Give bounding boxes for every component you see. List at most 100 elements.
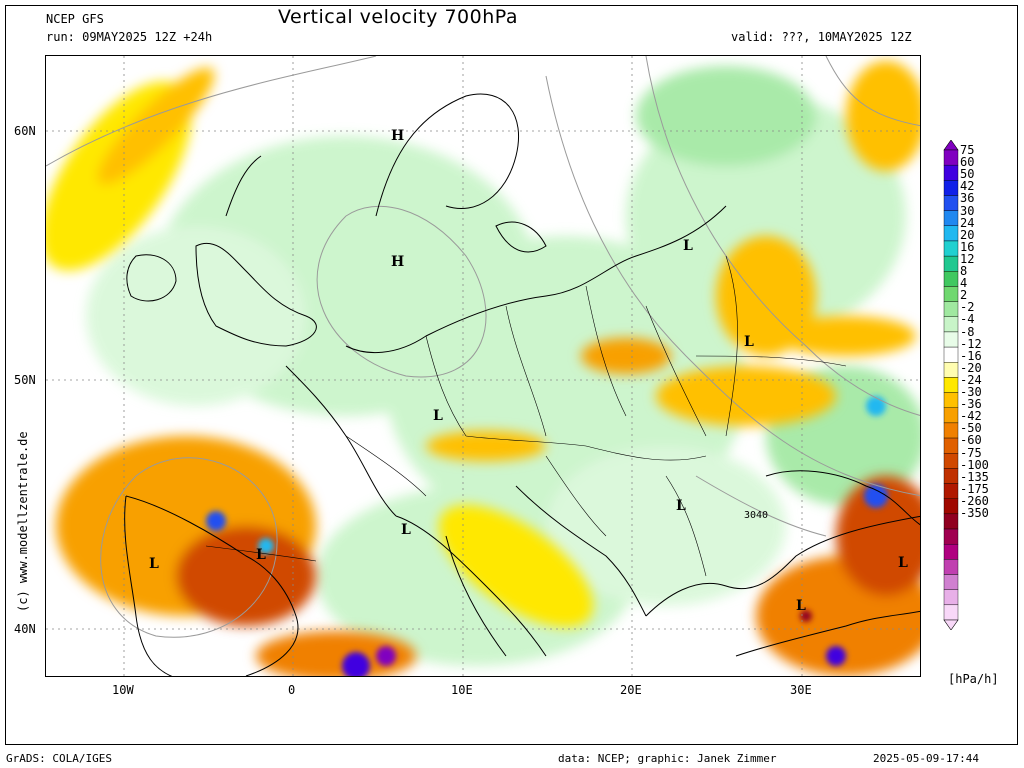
lat-label-60n: 60N bbox=[14, 124, 36, 138]
colorbar-swatch bbox=[943, 255, 959, 272]
watermark-text: (c) www.modellzentrale.de bbox=[16, 431, 30, 612]
colorbar-swatch bbox=[943, 346, 959, 363]
colorbar-level-label: -20 bbox=[960, 360, 982, 375]
contour-value-label: 3040 bbox=[744, 510, 768, 521]
pressure-center-label: L bbox=[898, 555, 908, 571]
colorbar-swatch bbox=[943, 195, 959, 211]
valid-time-label: valid: ???, 10MAY2025 12Z bbox=[731, 30, 912, 44]
lat-lon-grid bbox=[46, 56, 920, 676]
pressure-center-label: L bbox=[433, 408, 443, 424]
colorbar-level-label: -12 bbox=[960, 336, 982, 351]
colorbar-level-label: 36 bbox=[960, 191, 975, 206]
country-borders bbox=[205, 255, 847, 577]
colorbar-swatch bbox=[943, 286, 959, 302]
colorbar-swatch bbox=[943, 301, 959, 317]
colorbar-swatch bbox=[943, 362, 959, 378]
colorbar-swatch bbox=[943, 543, 959, 560]
colorbar-level-label: -260 bbox=[960, 493, 989, 508]
colorbar-swatch bbox=[943, 331, 959, 348]
colorbar-level-label: -4 bbox=[960, 312, 975, 327]
coastlines bbox=[124, 93, 920, 676]
colorbar-swatch bbox=[943, 574, 959, 590]
chart-title: Vertical velocity 700hPa bbox=[278, 6, 519, 28]
colorbar-level-label: -100 bbox=[960, 457, 989, 472]
footer-software: GrADS: COLA/IGES bbox=[6, 752, 112, 765]
colorbar-swatch bbox=[943, 437, 959, 454]
colorbar-swatch bbox=[943, 180, 959, 196]
lat-label-50n: 50N bbox=[14, 373, 36, 387]
colorbar-level-label: -175 bbox=[960, 481, 989, 496]
colorbar-level-label: 24 bbox=[960, 215, 975, 230]
colorbar-swatch bbox=[943, 604, 959, 621]
colorbar-swatch bbox=[943, 498, 959, 515]
colorbar-level-label: 75 bbox=[960, 143, 975, 157]
pressure-center-label: L bbox=[401, 522, 411, 538]
pressure-center-label: H bbox=[391, 128, 404, 144]
colorbar-level-label: 8 bbox=[960, 264, 968, 278]
lat-label-40n: 40N bbox=[14, 622, 36, 636]
colorbar-swatch bbox=[943, 513, 959, 530]
colorbar-level-label: -16 bbox=[960, 348, 982, 363]
colorbar-level-label: -8 bbox=[960, 324, 975, 339]
lon-label-0: 0 bbox=[288, 683, 296, 697]
colorbar-arrow-top bbox=[943, 140, 959, 151]
colorbar-swatch bbox=[943, 316, 959, 333]
lon-label-30e: 30E bbox=[790, 683, 812, 697]
lon-label-10w: 10W bbox=[112, 683, 134, 697]
colorbar-level-label: -350 bbox=[960, 506, 989, 520]
colorbar-level-label: 2 bbox=[960, 288, 968, 303]
colorbar-level-label: -50 bbox=[960, 421, 982, 436]
color-scale-bar bbox=[943, 140, 959, 630]
lon-label-20e: 20E bbox=[620, 683, 642, 697]
colorbar-level-label: -36 bbox=[960, 397, 982, 412]
colorbar-level-label: 30 bbox=[960, 203, 975, 218]
colorbar-swatch bbox=[943, 210, 959, 227]
lon-label-10e: 10E bbox=[451, 683, 473, 697]
colorbar-level-label: 4 bbox=[960, 276, 968, 291]
pressure-center-label: L bbox=[256, 547, 266, 563]
colorbar-swatch bbox=[943, 483, 959, 499]
colorbar-swatch bbox=[943, 240, 959, 257]
plot-frame bbox=[5, 5, 1018, 745]
colorbar-level-label: -24 bbox=[960, 372, 982, 387]
colorbar-level-label: 42 bbox=[960, 179, 975, 194]
weather-map[interactable]: H H L L L L L L L L L 3040 bbox=[45, 55, 921, 677]
geopotential-contours bbox=[46, 56, 920, 638]
colorbar-level-label: 16 bbox=[960, 239, 975, 254]
colorbar-swatch bbox=[943, 377, 959, 393]
colorbar-swatch bbox=[943, 407, 959, 424]
colorbar-swatch bbox=[943, 164, 959, 181]
pressure-center-label: H bbox=[391, 254, 404, 270]
colorbar-swatch bbox=[943, 392, 959, 408]
colorbar-swatch bbox=[943, 453, 959, 469]
colorbar-swatch bbox=[943, 559, 959, 575]
colorbar-swatch bbox=[943, 528, 959, 545]
pressure-center-label: L bbox=[744, 334, 754, 350]
colorbar-level-label: 50 bbox=[960, 167, 975, 182]
pressure-center-label: L bbox=[149, 556, 159, 572]
colorbar-level-label: -2 bbox=[960, 300, 975, 315]
colorbar-level-label: -60 bbox=[960, 433, 982, 448]
pressure-center-label: L bbox=[796, 598, 806, 614]
colorbar-level-label: 12 bbox=[960, 251, 975, 266]
colorbar-swatch bbox=[943, 468, 959, 484]
colorbar-level-label: -75 bbox=[960, 445, 982, 460]
colorbar-level-label: 20 bbox=[960, 227, 975, 242]
field-strong-cores bbox=[206, 396, 888, 676]
colorbar-swatch bbox=[943, 422, 959, 439]
colorbar-swatch bbox=[943, 149, 959, 166]
model-label: NCEP GFS bbox=[46, 12, 104, 26]
colorbar-arrow-bottom bbox=[943, 619, 959, 630]
colorbar-swatch bbox=[943, 589, 959, 606]
pressure-center-label: L bbox=[676, 498, 686, 514]
footer-timestamp: 2025-05-09-17:44 bbox=[873, 752, 979, 765]
unit-label: [hPa/h] bbox=[948, 672, 999, 686]
colorbar-level-label: -42 bbox=[960, 409, 982, 424]
colorbar-level-label: 60 bbox=[960, 155, 975, 170]
pressure-center-label: L bbox=[683, 238, 693, 254]
colorbar-level-label: -135 bbox=[960, 469, 989, 484]
colorbar-level-label: -30 bbox=[960, 385, 982, 399]
colorbar-swatch bbox=[943, 225, 959, 242]
run-label: run: 09MAY2025 12Z +24h bbox=[46, 30, 213, 44]
footer-credits: data: NCEP; graphic: Janek Zimmer bbox=[558, 752, 777, 765]
